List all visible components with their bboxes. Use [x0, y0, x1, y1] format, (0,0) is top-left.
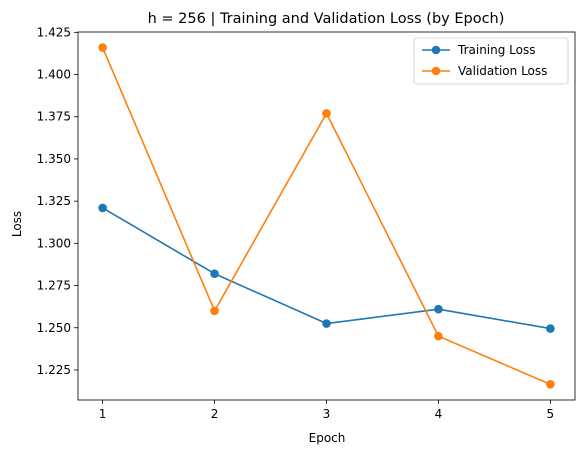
y-tick-label: 1.225: [37, 363, 71, 377]
y-tick-label: 1.400: [37, 68, 71, 82]
y-tick-label: 1.300: [37, 236, 71, 250]
validation-loss-point: [210, 306, 219, 316]
y-tick-label: 1.425: [37, 25, 71, 39]
y-axis-label: Loss: [10, 211, 24, 237]
validation-loss-legend-marker: [431, 66, 441, 76]
validation-loss-point: [546, 380, 555, 389]
y-tick-label: 1.250: [37, 321, 71, 335]
y-tick-label: 1.325: [37, 194, 71, 208]
y-tick-label: 1.350: [37, 152, 71, 166]
x-tick-label: 4: [435, 407, 443, 421]
legend: Training Loss Validation Loss: [413, 37, 569, 85]
training-loss-point: [546, 324, 555, 333]
training-loss-legend-label: Training Loss: [457, 43, 535, 57]
validation-loss-point: [322, 109, 331, 118]
chart-title: h = 256 | Training and Validation Loss (…: [148, 11, 505, 27]
validation-loss-point: [98, 43, 107, 52]
validation-loss-point: [434, 331, 443, 341]
legend-box: [413, 37, 569, 85]
training-loss-point: [210, 269, 219, 279]
y-tick-label: 1.375: [37, 110, 71, 124]
training-loss-point: [98, 203, 107, 213]
plot-area: 1.225 1.250 1.275 1.300 1.325 1.350 1.375 1.400…: [37, 25, 576, 421]
y-tick-label: 1.275: [37, 279, 71, 293]
training-loss-point: [322, 319, 331, 328]
x-tick-label: 3: [323, 407, 331, 421]
training-loss-point: [434, 304, 443, 314]
validation-loss-legend-label: Validation Loss: [458, 64, 547, 78]
x-axis-label: Epoch: [309, 431, 346, 445]
training-loss-legend-marker: [431, 45, 441, 55]
x-tick-label: 2: [211, 407, 219, 421]
x-tick-label: 5: [547, 407, 555, 421]
x-tick-label: 1: [99, 407, 107, 421]
